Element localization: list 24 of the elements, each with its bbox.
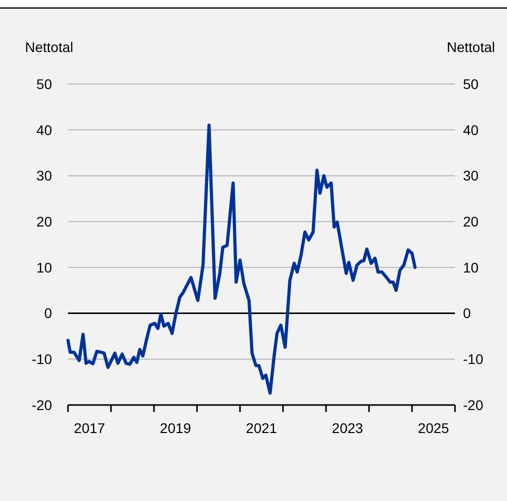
- y-tick-label: 30: [36, 168, 52, 184]
- y2-tick-label: 50: [463, 76, 479, 92]
- y-axis-title: Nettotal: [25, 39, 74, 55]
- y2-tick-label: 20: [463, 213, 479, 230]
- x-tick-label: 2021: [246, 420, 278, 436]
- x-tick-label: 2017: [74, 420, 106, 436]
- y2-tick-label: 10: [463, 259, 479, 276]
- y-tick-label: 50: [36, 76, 52, 92]
- y-tick-label: 0: [44, 305, 52, 322]
- y2-tick-label: 40: [463, 122, 479, 138]
- line-series: [66, 124, 417, 395]
- y2-tick-label: 0: [463, 305, 471, 322]
- x-tick-label: 2023: [332, 420, 364, 436]
- x-tick-label: 2025: [418, 420, 450, 436]
- y-tick-label: 10: [36, 259, 52, 276]
- y-tick-label: -20: [32, 396, 52, 413]
- y2-tick-label: 30: [463, 168, 479, 184]
- y2-tick-label: -10: [463, 351, 484, 368]
- y-tick-label: 40: [36, 122, 52, 138]
- y2-axis-title: Nettotal: [446, 39, 495, 55]
- y2-tick-label: -20: [463, 396, 484, 413]
- y-tick-label: 20: [36, 213, 52, 230]
- x-tick-label: 2019: [160, 420, 192, 436]
- y-tick-label: -10: [32, 351, 52, 368]
